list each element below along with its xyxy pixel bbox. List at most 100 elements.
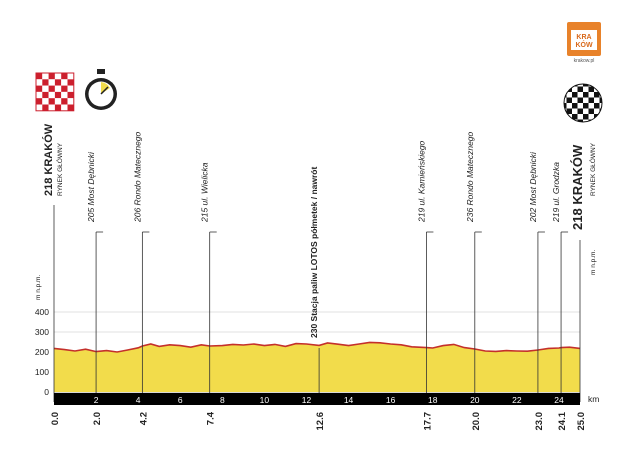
flag-cell bbox=[572, 108, 578, 114]
flag-cell bbox=[566, 103, 572, 109]
finish-sub: RYNEK GŁÓWNY bbox=[588, 142, 597, 196]
flag-cell bbox=[42, 79, 49, 86]
flag-cell bbox=[599, 86, 602, 92]
km-marker-label: 25.0 bbox=[576, 412, 587, 431]
logo-line1: KRA bbox=[576, 34, 591, 41]
km-marker-label: 4.2 bbox=[138, 412, 149, 425]
x-tick-label: 4 bbox=[136, 395, 141, 405]
y-tick-label: 300 bbox=[35, 327, 49, 337]
flag-cell bbox=[36, 85, 43, 92]
flag-cell bbox=[594, 84, 600, 87]
flag-cell bbox=[42, 85, 49, 92]
flag-cell bbox=[594, 103, 600, 109]
flag-cell bbox=[594, 92, 600, 98]
flag-cell bbox=[588, 103, 594, 109]
flag-cell bbox=[572, 86, 578, 92]
flag-cell bbox=[48, 98, 55, 105]
x-tick-label: 12 bbox=[302, 395, 312, 405]
x-axis-unit: km bbox=[588, 394, 599, 404]
flag-cell bbox=[48, 91, 55, 99]
flag-cell bbox=[67, 104, 74, 111]
krakow-logo[interactable]: KRA KÓW krakow.pl bbox=[567, 22, 601, 64]
y-tick-label: 400 bbox=[35, 307, 49, 317]
checkered-flag-black-icon bbox=[563, 83, 603, 123]
flag-cell bbox=[67, 91, 74, 99]
waypoint-label: 215 ul. Wielicka bbox=[200, 162, 210, 223]
flag-cell bbox=[577, 108, 583, 114]
flag-cell bbox=[583, 86, 589, 92]
axis-bar bbox=[54, 393, 580, 405]
flag-cell bbox=[599, 97, 602, 103]
stopwatch-icon bbox=[85, 69, 117, 110]
logo-inner bbox=[571, 30, 597, 50]
flag-cell bbox=[36, 91, 43, 99]
logo-line2: KÓW bbox=[575, 40, 593, 49]
flag-cell bbox=[566, 92, 572, 98]
flag-cell bbox=[577, 92, 583, 98]
waypoint-label: 205 Most Dębnicki bbox=[86, 151, 96, 223]
flag-cell bbox=[564, 86, 567, 92]
flag-cell bbox=[577, 119, 583, 122]
flag-cell bbox=[48, 85, 55, 92]
checkered-flag-red-icon bbox=[35, 72, 75, 112]
waypoint-label: 230 Stacja paliw LOTOS półmetek / nawrót bbox=[309, 167, 319, 338]
flag-cell bbox=[564, 97, 567, 103]
y-tick-label: 0 bbox=[44, 387, 49, 397]
flag-cell bbox=[48, 104, 55, 111]
km-marker-label: 12.6 bbox=[315, 412, 326, 431]
flag-cell bbox=[566, 108, 572, 114]
flag-cell bbox=[577, 86, 583, 92]
flag-cell bbox=[67, 98, 74, 105]
flag-cell bbox=[54, 98, 62, 105]
x-tick-label: 10 bbox=[260, 395, 270, 405]
x-tick-label: 6 bbox=[178, 395, 183, 405]
x-tick-label: 16 bbox=[386, 395, 396, 405]
flag-cell bbox=[564, 119, 567, 122]
flag-cell bbox=[54, 104, 62, 111]
finish-unit: m n.p.m. bbox=[590, 250, 597, 275]
flag-cell bbox=[42, 91, 49, 99]
flag-cell bbox=[566, 84, 572, 87]
flag-cell bbox=[54, 85, 62, 92]
flag-cell bbox=[61, 91, 68, 99]
flag-cell bbox=[588, 92, 594, 98]
waypoint-label: 219 ul. Kamieńskiego bbox=[416, 140, 426, 223]
waypoint-markers: 205 Most Dębnicki 206 Rondo Matecznego 215… bbox=[53, 131, 581, 402]
flag-cell bbox=[67, 73, 74, 80]
y-tick-label: 100 bbox=[35, 367, 49, 377]
profile-fill bbox=[54, 342, 580, 392]
flag-cell bbox=[577, 97, 583, 103]
flag-cell bbox=[54, 73, 62, 80]
flag-cell bbox=[564, 103, 567, 109]
km-marker-label: 17.7 bbox=[422, 412, 433, 431]
flag-cell bbox=[61, 79, 68, 86]
x-tick-label: 18 bbox=[428, 395, 438, 405]
logo-caption: krakow.pl bbox=[574, 58, 595, 64]
waypoint-label: 219 ul. Grodzka bbox=[551, 162, 561, 223]
flag-cell bbox=[572, 97, 578, 103]
x-tick-label: 24 bbox=[554, 395, 564, 405]
flag-cell bbox=[572, 103, 578, 109]
flag-cell bbox=[36, 104, 43, 111]
flag-cell bbox=[48, 73, 55, 80]
flag-cell bbox=[599, 84, 602, 87]
km-marker-label: 2.0 bbox=[92, 412, 103, 425]
flag-cell bbox=[42, 104, 49, 111]
flag-cell bbox=[61, 98, 68, 105]
km-marker-label: 23.0 bbox=[534, 412, 545, 431]
flag-cell bbox=[594, 97, 600, 103]
y-tick-label: 200 bbox=[35, 347, 49, 357]
flag-cell bbox=[583, 84, 589, 87]
x-tick-label: 2 bbox=[94, 395, 99, 405]
flag-cell bbox=[566, 97, 572, 103]
flag-cell bbox=[61, 73, 68, 80]
flag-cell bbox=[599, 119, 602, 122]
flag-cell bbox=[61, 104, 68, 111]
flag-cell bbox=[583, 119, 589, 122]
flag-cell bbox=[577, 103, 583, 109]
flag-cell bbox=[61, 85, 68, 92]
flag-cell bbox=[42, 73, 49, 80]
start-sub: RYNEK GŁÓWNY bbox=[55, 142, 64, 196]
flag-cell bbox=[577, 114, 583, 120]
